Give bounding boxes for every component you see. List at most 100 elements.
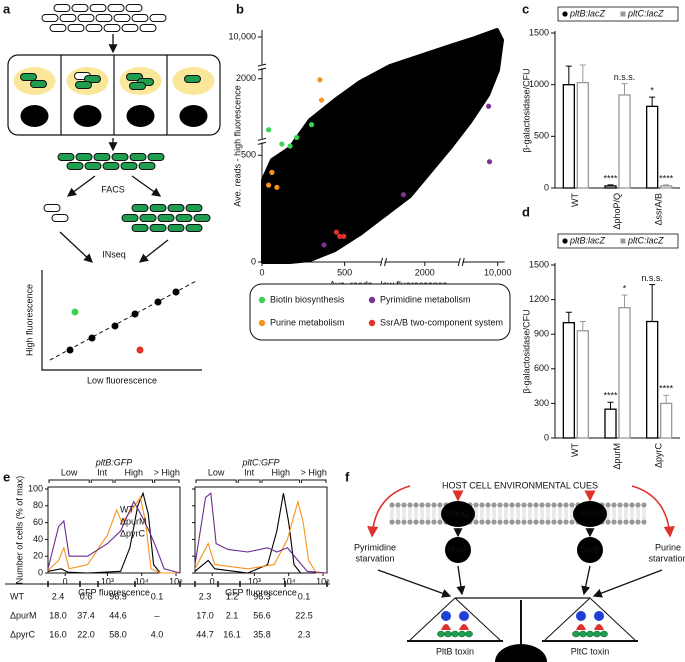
point [337, 233, 343, 239]
bacterium [139, 214, 157, 222]
lipid-tail [552, 508, 556, 519]
bacterium [89, 4, 107, 12]
legend-box [557, 6, 679, 22]
y-tick-label: 60 [33, 517, 43, 527]
lipid [473, 519, 479, 525]
lipid [539, 502, 545, 508]
cell: 2.4 [52, 591, 65, 601]
bar [618, 307, 631, 439]
legend-swatch [258, 296, 266, 304]
error-bar [663, 184, 670, 186]
toxin-subunit [600, 630, 608, 638]
legend-label: WT [120, 504, 134, 514]
bacterium [129, 153, 147, 161]
point [269, 169, 275, 175]
lipid [545, 519, 551, 525]
bar [604, 185, 617, 189]
significance-label: n.s.s. [614, 72, 636, 82]
lipid [551, 502, 557, 508]
lipid [431, 502, 437, 508]
lipid [569, 519, 575, 525]
dot [111, 322, 119, 330]
lipid [431, 519, 437, 525]
lipid-tail [630, 508, 634, 519]
bar [576, 330, 589, 439]
arrow [377, 569, 452, 598]
lipid [491, 519, 497, 525]
plot-frame [47, 486, 181, 574]
axis-break [257, 63, 267, 71]
lipid [635, 519, 641, 525]
toxin-subunit [451, 630, 459, 638]
arrow [581, 565, 591, 596]
bacterium [147, 153, 165, 161]
lipid [521, 502, 527, 508]
panel-label: b [236, 1, 244, 16]
x-tick-label: 10⁴ [135, 576, 149, 586]
x-tick-label: ΔssrA/B [654, 193, 664, 226]
point [400, 192, 407, 198]
x-axis-label: GFP fluorescence [225, 587, 297, 597]
axes [41, 270, 202, 371]
gate-label: > High [154, 467, 180, 477]
lipid [401, 519, 407, 525]
lipid [563, 502, 569, 508]
arrow [456, 565, 466, 596]
bacterium [102, 162, 120, 170]
toxin-subunit [576, 611, 586, 621]
bar [562, 84, 575, 189]
lipid-tail [474, 508, 478, 519]
toxin-subunit [593, 630, 601, 638]
cue-label: Purine [655, 542, 681, 552]
gate-label: Low [208, 467, 225, 477]
x-tick-label: ΔphoP/Q [612, 193, 622, 230]
lipid [389, 502, 395, 508]
point [333, 229, 339, 235]
bar [646, 105, 659, 189]
cloud-point [392, 187, 398, 193]
lipid-tail [420, 508, 424, 519]
bacterium [129, 82, 146, 90]
point [287, 143, 293, 149]
bacterium [43, 204, 61, 212]
regulator [577, 537, 603, 563]
bacterium [149, 14, 167, 22]
cell: 35.8 [253, 629, 271, 639]
legend-swatch [620, 238, 626, 244]
x-tick-label: WT [570, 193, 580, 207]
lipid-tail [540, 508, 544, 519]
toxin-subunit [458, 630, 466, 638]
legend-label: SsrA/B two-component system [380, 317, 503, 327]
legend-label: ΔpurM [120, 516, 147, 526]
bacterium [75, 153, 93, 161]
bacterium [121, 214, 139, 222]
panel-label: a [3, 1, 11, 16]
bacterium [84, 75, 101, 83]
lipid [395, 502, 401, 508]
legend-swatch [562, 238, 568, 244]
cell: 22.5 [295, 610, 313, 620]
toxin-subunit [465, 630, 473, 638]
bacterium [131, 204, 149, 212]
lipid-tail [408, 508, 412, 519]
y-tick-label: 100 [28, 483, 43, 493]
point [318, 97, 325, 103]
cell: 96.9 [109, 591, 127, 601]
significance-label: * [650, 85, 654, 95]
lipid [389, 519, 395, 525]
dot [172, 288, 180, 296]
lipid [419, 502, 425, 508]
lipid [527, 502, 533, 508]
y-tick-label: 0 [544, 182, 549, 192]
bacterium [157, 214, 175, 222]
lipid [569, 502, 575, 508]
bacterium [20, 73, 37, 81]
lipid [503, 502, 509, 508]
bar [618, 94, 631, 189]
lipid-tail [546, 508, 550, 519]
label: High fluorescence [24, 284, 34, 356]
toxin-subunit [437, 630, 445, 638]
lipid-tail [558, 508, 562, 519]
error-bar [621, 294, 628, 308]
cloud-point [297, 247, 303, 253]
